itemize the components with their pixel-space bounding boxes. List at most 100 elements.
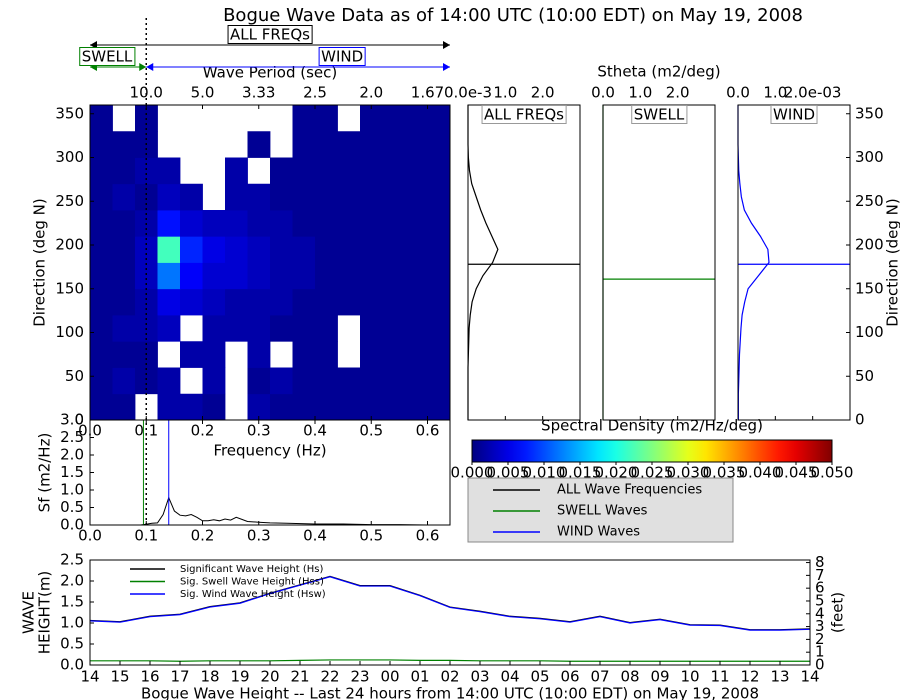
heatmap-cell [247, 367, 271, 395]
legend-label: Sig. Wind Wave Height (Hsw) [180, 589, 326, 600]
x-axis-label: Bogue Wave Height -- Last 24 hours from … [141, 685, 759, 700]
x-tick-label: 12 [740, 668, 759, 686]
heatmap-cell [157, 393, 181, 420]
heatmap-cell [382, 262, 406, 290]
heatmap-cell [247, 236, 271, 263]
y-tick-label: 2.5 [60, 551, 84, 569]
x-tick-label: 23 [350, 668, 369, 686]
heatmap-cell [427, 131, 450, 158]
heatmap-cell [90, 315, 113, 342]
heatmap-cell [315, 105, 338, 132]
heatmap-cell [180, 393, 203, 420]
x-tick-label: 3.33 [242, 84, 275, 102]
figure-title: Bogue Wave Data as of 14:00 UTC (10:00 E… [223, 5, 803, 26]
heatmap-cell [337, 210, 361, 237]
heatmap-cell [90, 236, 113, 263]
heatmap-cell [202, 262, 226, 290]
y-tick-label: 1.0 [60, 614, 84, 632]
y-tick-label: 7 [815, 566, 825, 584]
x-tick-label: 01 [410, 668, 429, 686]
legend-label: WIND Waves [557, 525, 640, 540]
heatmap-cell [315, 262, 338, 290]
heatmap-cell [360, 393, 383, 420]
x-tick-label: 13 [770, 668, 789, 686]
y-tick-label: 0 [815, 656, 825, 674]
heatmap-cell [112, 210, 136, 237]
x-tick-label: 0.1 [134, 527, 158, 545]
label-box [79, 47, 136, 66]
heatmap-cell [225, 157, 248, 185]
heatmap-cell [382, 288, 406, 316]
x-tick-label: 0.0 [726, 84, 750, 102]
heatmap-cell [315, 393, 338, 420]
heatmap-cell [337, 262, 361, 290]
heatmap-cell [225, 315, 248, 342]
x-tick-label: 0.0 [78, 527, 102, 545]
x-tick-label: 2.0 [666, 84, 690, 102]
heatmap-cell [360, 105, 383, 132]
heatmap-cell [382, 236, 406, 263]
heatmap-cell [405, 105, 428, 132]
x-tick-label: 11 [710, 668, 729, 686]
x-tick-label: 0.3 [247, 422, 271, 440]
y-tick-label: 50 [65, 367, 84, 385]
heatmap-cell [360, 262, 383, 290]
heatmap-cell [112, 341, 136, 368]
heatmap-cell [135, 367, 158, 395]
colorbar-tick-label: 0.040 [739, 464, 782, 482]
x-tick-label: 5.0 [191, 84, 215, 102]
heatmap-cell [157, 288, 181, 316]
x-tick-label: 08 [620, 668, 639, 686]
heatmap-cell [202, 393, 226, 420]
colorbar-tick-label: 0.020 [595, 464, 638, 482]
x-tick-label: 14 [80, 668, 99, 686]
heatmap-cell [225, 236, 248, 263]
x-tick-label: 06 [560, 668, 579, 686]
x-tick-label: 10.0 [130, 84, 163, 102]
heatmap-cell [270, 210, 293, 237]
heatmap-cell [405, 341, 428, 368]
y-axis-label: Direction (deg N) [31, 198, 49, 327]
y-tick-label: 100 [55, 323, 84, 341]
heatmap-cell [315, 341, 338, 368]
x-tick-label: 17 [170, 668, 189, 686]
x-tick-label: 0.0e-3 [444, 84, 492, 102]
heatmap-cell [382, 210, 406, 237]
heatmap-cell [405, 262, 428, 290]
heatmap-cell [157, 183, 181, 211]
x-tick-label: 14 [800, 668, 819, 686]
x-axis-label: Stheta (m2/deg) [597, 63, 720, 81]
heatmap-cell [202, 341, 226, 368]
label-box [631, 105, 688, 124]
heatmap-cell [157, 315, 181, 342]
y-tick-label: 2 [815, 630, 825, 648]
heatmap-cell [135, 288, 158, 316]
annotation-label: WIND [321, 48, 363, 66]
heatmap-cell [382, 183, 406, 211]
heatmap-cell [247, 315, 271, 342]
y-tick-label: 4 [815, 604, 825, 622]
heatmap-cell [427, 315, 450, 342]
y-axis-label: Sf (m2/Hz) [36, 433, 54, 513]
heatmap-cell [112, 236, 136, 263]
heatmap-cell [157, 210, 181, 237]
colorbar-tick-label: 0.010 [523, 464, 566, 482]
arrow-head [139, 63, 147, 71]
heatmap-cell [180, 262, 203, 290]
heatmap-cell [112, 288, 136, 316]
heatmap-cell [405, 131, 428, 158]
heatmap-cell [157, 262, 181, 290]
heatmap-cell [337, 367, 361, 395]
heatmap-cell [202, 236, 226, 263]
heatmap-cell [202, 315, 226, 342]
y-tick-label: 300 [55, 148, 84, 166]
heatmap-cell [270, 288, 293, 316]
heatmap-cell [405, 236, 428, 263]
x-tick-label: 03 [470, 668, 489, 686]
x-tick-label: 1.0 [493, 84, 517, 102]
y-tick-label: 0.5 [60, 635, 84, 653]
heatmap-cell [315, 210, 338, 237]
heatmap-cell [382, 341, 406, 368]
heatmap-cell [382, 393, 406, 420]
heatmap-cell [337, 183, 361, 211]
